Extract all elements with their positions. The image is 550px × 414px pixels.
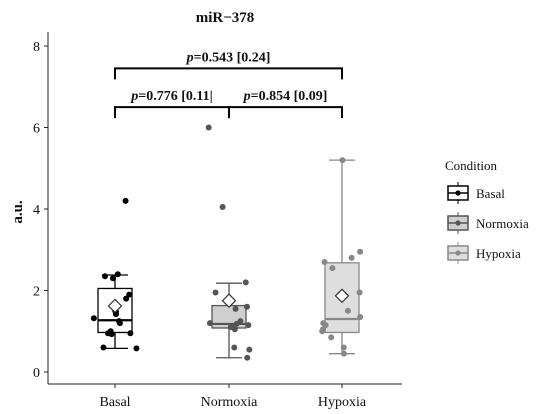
p-value: =0.776 [0.11| — [138, 89, 212, 104]
data-point — [244, 354, 251, 361]
data-point — [244, 303, 251, 310]
x-tick-label-hypoxia: Hypoxia — [318, 395, 367, 410]
data-point — [127, 330, 134, 337]
data-point — [328, 334, 335, 341]
data-point — [344, 307, 351, 314]
legend-title: Condition — [445, 158, 498, 173]
data-point — [212, 289, 219, 296]
p-symbol: p — [130, 89, 138, 104]
mean-marker — [107, 298, 123, 314]
data-point — [329, 265, 336, 272]
y-tick-label: 2 — [33, 285, 40, 300]
legend-entry-normoxia: Normoxia — [476, 216, 529, 231]
x-tick-label-normoxia: Normoxia — [201, 395, 259, 410]
data-point — [108, 331, 115, 338]
data-point — [246, 346, 253, 353]
data-point — [357, 248, 364, 255]
axes: 0 2 4 6 8 Basal Normoxia Hypoxia — [33, 32, 402, 410]
data-point — [321, 258, 328, 265]
chart-title: miR−378 — [196, 10, 255, 26]
significance-brackets: p=0.776 [0.11| p=0.854 [0.09]p=0.543 [0.2… — [114, 50, 343, 119]
data-point — [356, 289, 363, 296]
data-point — [340, 344, 347, 351]
data-point — [319, 328, 326, 335]
data-point — [206, 320, 213, 327]
data-point — [205, 124, 212, 131]
data-point — [100, 344, 107, 351]
iqr-box — [324, 262, 360, 334]
legend-key-dot — [455, 250, 461, 256]
box-basal — [90, 197, 140, 352]
data-point — [340, 350, 347, 357]
y-tick-label: 0 — [33, 366, 40, 381]
data-point — [114, 271, 121, 278]
comparison-label: p=0.854 [0.09] — [243, 89, 328, 104]
legend-key-dot — [455, 220, 461, 226]
legend-key-dot — [455, 190, 461, 196]
comparison-bracket — [114, 67, 343, 80]
p-value: =0.543 [0.24] — [194, 50, 271, 65]
data-point — [123, 295, 130, 302]
mean-marker — [221, 293, 237, 309]
boxes — [90, 124, 364, 361]
data-point — [348, 254, 355, 261]
legend-entry-hypoxia: Hypoxia — [476, 246, 521, 261]
data-point — [122, 197, 129, 204]
data-point — [133, 345, 140, 352]
data-point — [126, 291, 133, 298]
y-axis-label: a.u. — [10, 200, 26, 224]
data-point — [339, 157, 346, 164]
p-symbol: p — [243, 89, 251, 104]
mean-marker — [334, 288, 350, 304]
comparison-bracket — [114, 106, 230, 119]
data-point — [232, 305, 239, 312]
p-symbol: p — [186, 50, 194, 65]
data-point — [245, 322, 252, 329]
data-point — [90, 315, 97, 322]
data-point — [110, 275, 117, 282]
p-value: =0.854 [0.09] — [251, 89, 328, 104]
comparison-bracket — [228, 106, 343, 119]
data-point — [231, 326, 238, 333]
y-tick-label: 4 — [33, 203, 40, 218]
box-hypoxia — [319, 157, 364, 357]
y-tick-label: 8 — [33, 40, 40, 55]
data-point — [101, 273, 108, 280]
legend: Condition Basal Normoxia Hypoxia — [445, 158, 529, 264]
box-normoxia — [205, 124, 253, 361]
legend-entry-basal: Basal — [476, 186, 505, 201]
comparison-label: p=0.776 [0.11| — [130, 89, 212, 104]
data-point — [219, 203, 226, 210]
y-tick-label: 6 — [33, 122, 40, 137]
data-point — [357, 313, 364, 320]
x-tick-label-basal: Basal — [99, 395, 130, 410]
data-point — [231, 344, 238, 351]
data-point — [116, 320, 123, 327]
comparison-label: p=0.543 [0.24] — [186, 50, 271, 65]
data-point — [242, 279, 249, 286]
